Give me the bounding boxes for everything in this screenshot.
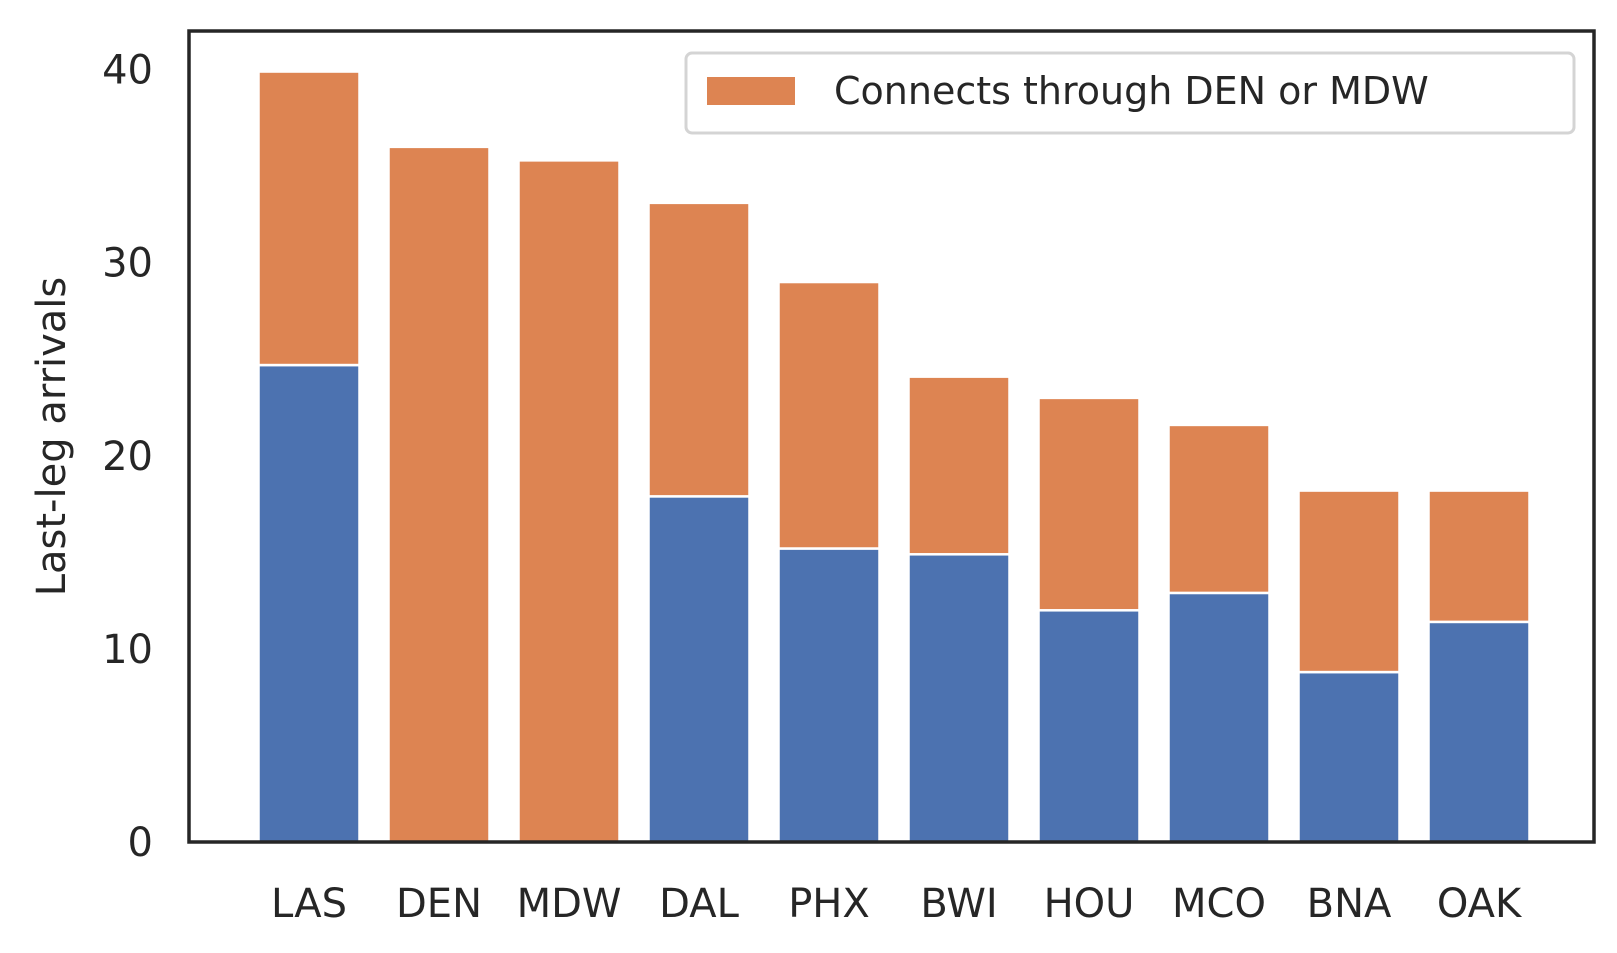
bar-phx-series-2 bbox=[777, 280, 881, 550]
bar-hou-series-2 bbox=[1037, 396, 1141, 612]
y-tick-label-40: 40 bbox=[102, 48, 153, 94]
bar-bwi-series-2 bbox=[907, 375, 1011, 556]
bar-den-series-2 bbox=[387, 145, 491, 844]
x-tick-label-bwi: BWI bbox=[920, 881, 997, 927]
bar-bwi-series-1 bbox=[907, 553, 1011, 844]
bar-oak-series-1 bbox=[1427, 620, 1531, 844]
bar-bna-series-2 bbox=[1297, 489, 1401, 674]
bar-hou-series-1 bbox=[1037, 609, 1141, 844]
y-tick-label-20: 20 bbox=[102, 434, 153, 480]
legend: Connects through DEN or MDW bbox=[684, 51, 1576, 135]
bar-oak-series-2 bbox=[1427, 489, 1531, 624]
legend-box bbox=[684, 51, 1576, 135]
plot-frame bbox=[187, 29, 1596, 844]
x-tick-label-phx: PHX bbox=[788, 881, 870, 927]
legend-swatch bbox=[707, 77, 795, 105]
y-tick-label-10: 10 bbox=[102, 627, 153, 673]
x-tick-label-hou: HOU bbox=[1044, 881, 1135, 927]
bar-dal-series-2 bbox=[647, 201, 751, 498]
y-tick-label-30: 30 bbox=[102, 241, 153, 287]
bar-mdw-series-2 bbox=[517, 159, 621, 844]
x-tick-label-las: LAS bbox=[271, 881, 347, 927]
y-tick-label-0: 0 bbox=[128, 820, 153, 866]
bar-las-series-1 bbox=[257, 363, 361, 844]
y-axis-label: Last-leg arrivals bbox=[29, 277, 75, 597]
bar-mco-series-2 bbox=[1167, 423, 1271, 595]
x-tick-label-mco: MCO bbox=[1172, 881, 1266, 927]
legend-label: Connects through DEN or MDW bbox=[834, 69, 1429, 113]
x-tick-label-oak: OAK bbox=[1437, 881, 1523, 927]
bar-phx-series-1 bbox=[777, 547, 881, 844]
y-ticks-layer: 0 10 20 30 40 bbox=[102, 48, 153, 866]
bar-las-series-2 bbox=[257, 70, 361, 367]
bar-dal-series-1 bbox=[647, 495, 751, 844]
bars-layer bbox=[257, 70, 1531, 844]
bar-mco-series-1 bbox=[1167, 591, 1271, 844]
x-tick-label-dal: DAL bbox=[659, 881, 739, 927]
x-tick-label-den: DEN bbox=[396, 881, 482, 927]
x-ticks-layer: LAS DEN MDW DAL PHX BWI HOU MCO BNA OAK bbox=[271, 881, 1523, 927]
bar-bna-series-1 bbox=[1297, 670, 1401, 844]
x-tick-label-bna: BNA bbox=[1307, 881, 1392, 927]
x-tick-label-mdw: MDW bbox=[517, 881, 622, 927]
